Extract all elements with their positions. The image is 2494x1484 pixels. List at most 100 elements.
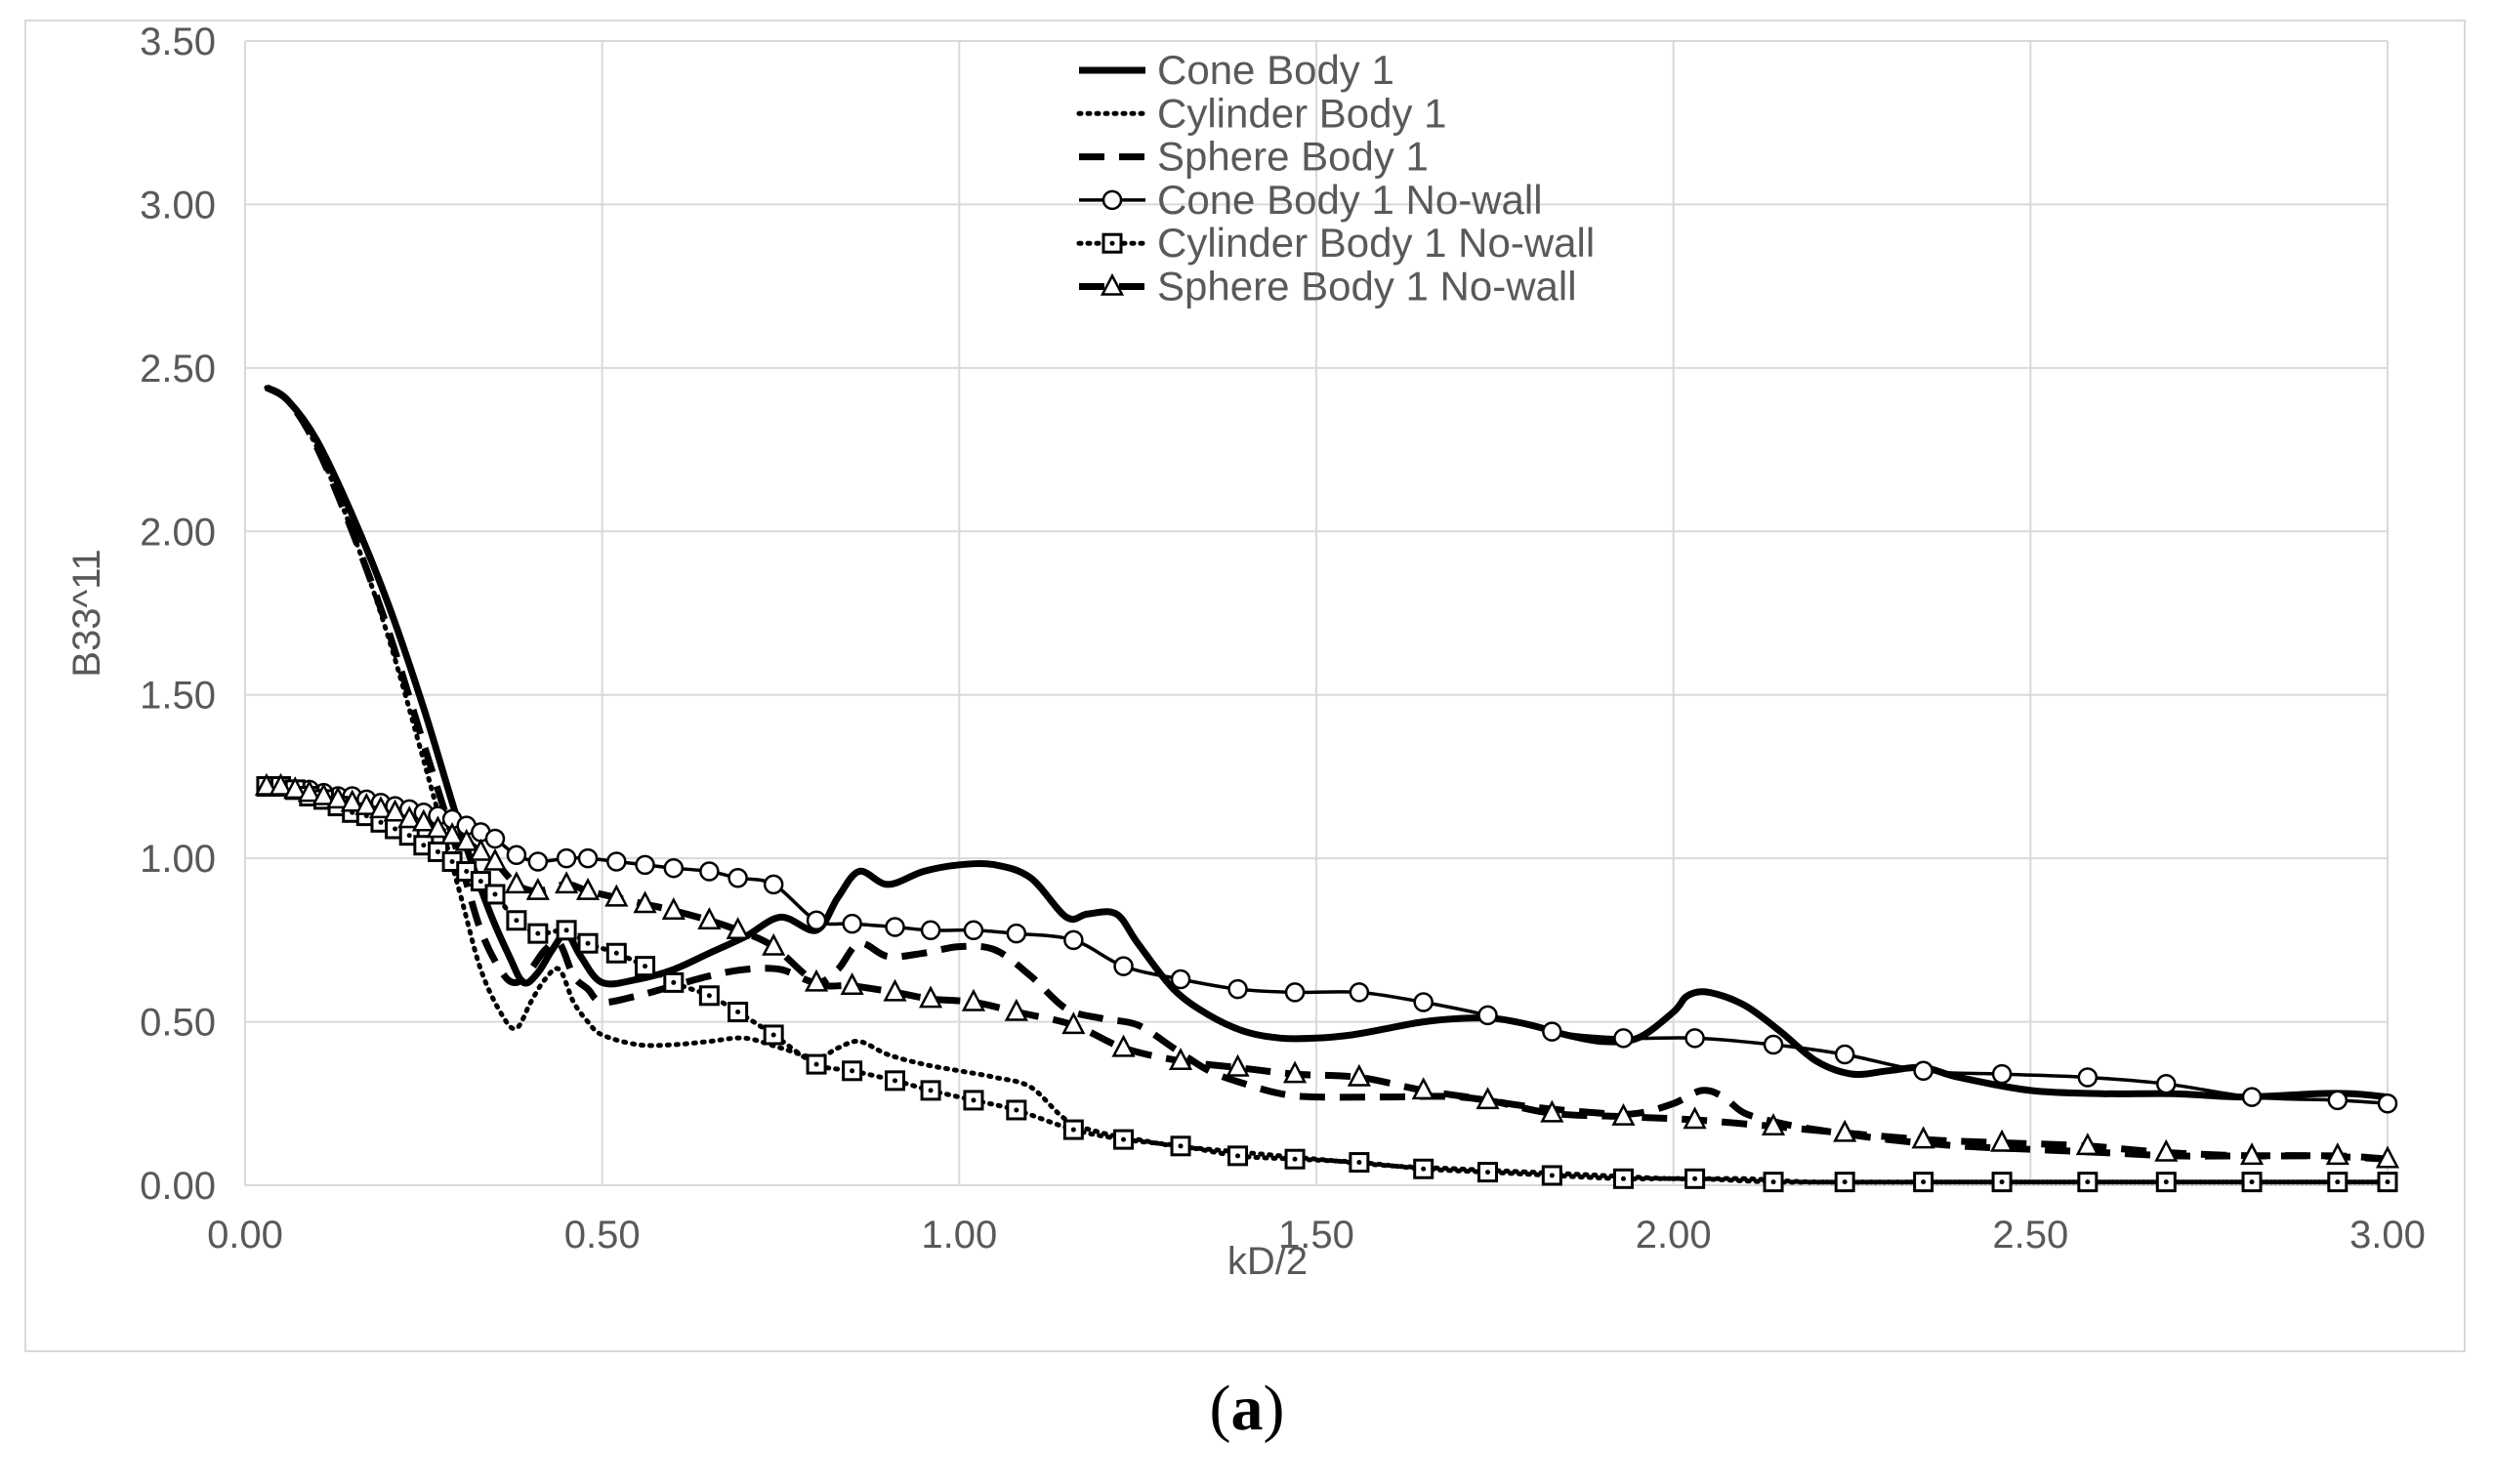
- square-marker-dot: [671, 979, 677, 985]
- data-point-square: [1834, 1172, 1855, 1193]
- data-point-square: [842, 1060, 863, 1082]
- square-marker-dot: [1070, 1127, 1076, 1133]
- data-point-circle: [1613, 1028, 1634, 1049]
- data-point-triangle: [1683, 1106, 1707, 1130]
- square-marker-dot: [1770, 1179, 1776, 1185]
- square-marker-dot: [563, 928, 569, 933]
- legend-label: Cylinder Body 1: [1157, 90, 1446, 136]
- data-point-triangle: [397, 805, 422, 829]
- y-tick-label: 1.00: [140, 838, 216, 881]
- data-point-triangle: [504, 871, 528, 894]
- data-point-circle: [1763, 1034, 1784, 1055]
- figure-caption: (a): [0, 1372, 2494, 1446]
- data-point-circle: [606, 851, 627, 872]
- data-point-square: [1477, 1162, 1499, 1183]
- y-tick-label: 2.00: [140, 511, 216, 554]
- square-marker-dot: [735, 1010, 741, 1015]
- data-point-square: [1062, 1119, 1084, 1140]
- legend-marker-square: [1102, 232, 1123, 254]
- data-point-square: [763, 1024, 784, 1046]
- data-point-circle: [663, 857, 685, 879]
- data-point-circle: [1477, 1005, 1498, 1026]
- square-marker-dot: [1014, 1107, 1019, 1113]
- data-point-square: [1541, 1165, 1562, 1186]
- data-point-square: [635, 956, 656, 977]
- data-point-triangle: [440, 822, 465, 845]
- series-line-sphere-body-1: [265, 384, 2388, 1163]
- square-marker-dot: [613, 950, 619, 956]
- data-point-triangle: [1347, 1063, 1371, 1087]
- data-point-triangle: [297, 779, 321, 803]
- square-marker-dot: [1292, 1156, 1298, 1162]
- data-point-triangle: [525, 877, 550, 900]
- square-marker-dot: [406, 833, 412, 839]
- data-point-triangle: [575, 877, 601, 900]
- data-point-triangle: [2325, 1142, 2349, 1166]
- data-point-circle: [699, 861, 720, 882]
- data-point-circle: [1913, 1060, 1933, 1082]
- legend-marker-circle: [1102, 189, 1123, 211]
- data-point-circle: [1113, 956, 1134, 976]
- square-marker-dot: [535, 930, 541, 936]
- square-marker-dot: [1620, 1175, 1626, 1181]
- square-marker-dot: [850, 1068, 855, 1074]
- data-point-circle: [2241, 1087, 2263, 1107]
- data-point-square: [727, 1002, 749, 1023]
- data-point-square: [1113, 1129, 1135, 1150]
- data-point-square: [577, 932, 599, 954]
- data-point-triangle: [469, 838, 493, 861]
- square-marker-dot: [435, 848, 440, 854]
- data-point-triangle: [411, 808, 436, 832]
- data-point-square: [663, 971, 685, 993]
- data-point-circle: [1834, 1044, 1855, 1065]
- data-point-triangle: [633, 890, 657, 914]
- data-point-triangle: [840, 972, 864, 995]
- legend-label: Sphere Body 1: [1157, 134, 1429, 180]
- data-point-square: [484, 884, 506, 905]
- line-chart: 0.00 0.50 1.00 1.50 2.00 2.50 3.00 3.50 0.00 0.50…: [65, 21, 2426, 1283]
- square-marker-dot: [1109, 240, 1115, 246]
- data-point-circle: [556, 847, 577, 869]
- data-point-triangle: [383, 799, 407, 822]
- data-point-circle: [1542, 1021, 1562, 1042]
- data-point-circle: [2156, 1073, 2177, 1094]
- data-point-square: [1612, 1168, 1634, 1189]
- square-marker-dot: [585, 940, 591, 946]
- data-point-triangle: [340, 789, 364, 812]
- data-point-square: [1349, 1152, 1370, 1174]
- data-point-square: [885, 1070, 906, 1092]
- data-point-triangle: [1833, 1119, 1857, 1142]
- data-point-circle: [1227, 978, 1248, 1000]
- data-point-square: [1170, 1135, 1191, 1157]
- square-marker-dot: [421, 843, 427, 848]
- legend-label: Cone Body 1 No-wall: [1157, 177, 1543, 223]
- x-tick-label: 1.50: [1278, 1214, 1354, 1257]
- square-marker-dot: [1356, 1160, 1362, 1166]
- square-marker-dot: [1485, 1170, 1491, 1175]
- square-marker-dot: [2249, 1179, 2255, 1185]
- data-point-triangle: [726, 917, 750, 940]
- data-point-square: [1284, 1148, 1306, 1170]
- square-marker-dot: [1235, 1153, 1241, 1159]
- data-point-circle: [1063, 929, 1084, 951]
- data-point-square: [1684, 1168, 1706, 1189]
- data-point-triangle: [1411, 1077, 1435, 1100]
- data-point-square: [605, 942, 627, 964]
- data-point-circle: [2077, 1067, 2099, 1088]
- data-point-triangle: [2154, 1138, 2179, 1162]
- square-marker-dot: [1549, 1173, 1555, 1178]
- square-marker-dot: [1178, 1143, 1184, 1149]
- data-point-triangle: [454, 828, 478, 851]
- data-point-circle: [842, 913, 862, 934]
- square-marker-dot: [643, 964, 648, 969]
- data-point-square: [2327, 1172, 2349, 1193]
- data-point-circle: [920, 920, 941, 941]
- gridlines: [244, 40, 2389, 1186]
- square-marker-dot: [393, 826, 398, 832]
- y-tick-label: 0.50: [140, 1002, 216, 1045]
- series-group: [264, 384, 2388, 1185]
- data-point-square: [2377, 1172, 2398, 1193]
- square-marker-dot: [478, 879, 483, 885]
- series-line-sphere-body-1-no-wall: [266, 782, 2388, 1163]
- data-point-triangle: [1282, 1060, 1308, 1084]
